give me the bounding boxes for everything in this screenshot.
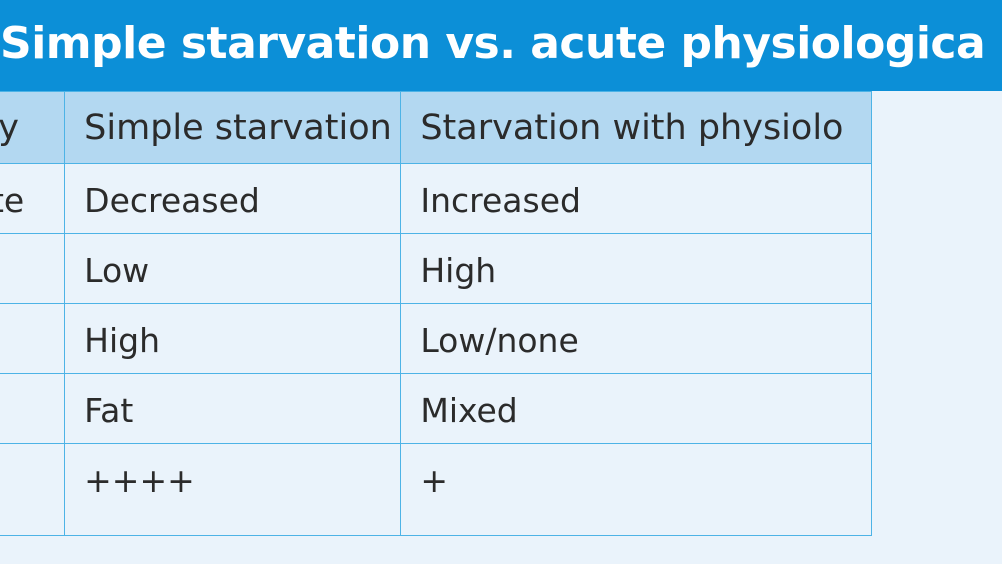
table-cell: Decreased [64, 163, 402, 234]
table-cell: bolism [0, 233, 66, 304]
table-row: m High Low/none [0, 303, 872, 374]
table-cell: /s [0, 373, 66, 444]
table-cell: ++++ [64, 443, 402, 536]
table-row: olic rate Decreased Increased [0, 163, 872, 234]
title-bar: Simple starvation vs. acute physiologica [0, 0, 1002, 91]
table-row: ++++ + [0, 443, 872, 536]
comparison-table-container: activity Simple starvation Starvation wi… [0, 91, 1002, 564]
comparison-table: activity Simple starvation Starvation wi… [0, 91, 872, 536]
header-cell-simple-starvation: Simple starvation [64, 91, 402, 164]
table-cell: Mixed [400, 373, 872, 444]
table-title: Simple starvation vs. acute physiologica [0, 18, 986, 69]
table-cell: High [400, 233, 872, 304]
table-cell: High [64, 303, 402, 374]
table-cell: Fat [64, 373, 402, 444]
table-cell: m [0, 303, 66, 374]
table-cell: + [400, 443, 872, 536]
table-row: /s Fat Mixed [0, 373, 872, 444]
table-cell: Low/none [400, 303, 872, 374]
header-row: activity Simple starvation Starvation wi… [0, 91, 872, 164]
table-cell [0, 443, 66, 536]
header-cell-starvation-with-stress: Starvation with physiolo [400, 91, 872, 164]
table-row: bolism Low High [0, 233, 872, 304]
header-cell-activity: activity [0, 91, 66, 164]
table-cell: Low [64, 233, 402, 304]
table-cell: olic rate [0, 163, 66, 234]
table-cell: Increased [400, 163, 872, 234]
